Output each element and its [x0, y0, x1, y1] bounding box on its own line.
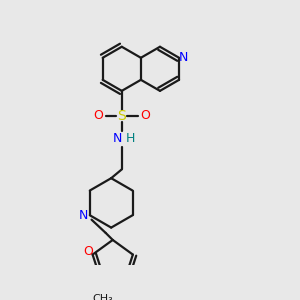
- Text: O: O: [141, 109, 151, 122]
- Text: N: N: [113, 132, 122, 145]
- Text: N: N: [79, 209, 88, 222]
- Text: O: O: [83, 245, 93, 258]
- Text: H: H: [126, 132, 135, 145]
- Text: N: N: [179, 51, 188, 64]
- Text: O: O: [93, 109, 103, 122]
- Text: S: S: [117, 109, 126, 123]
- Text: CH₃: CH₃: [93, 294, 113, 300]
